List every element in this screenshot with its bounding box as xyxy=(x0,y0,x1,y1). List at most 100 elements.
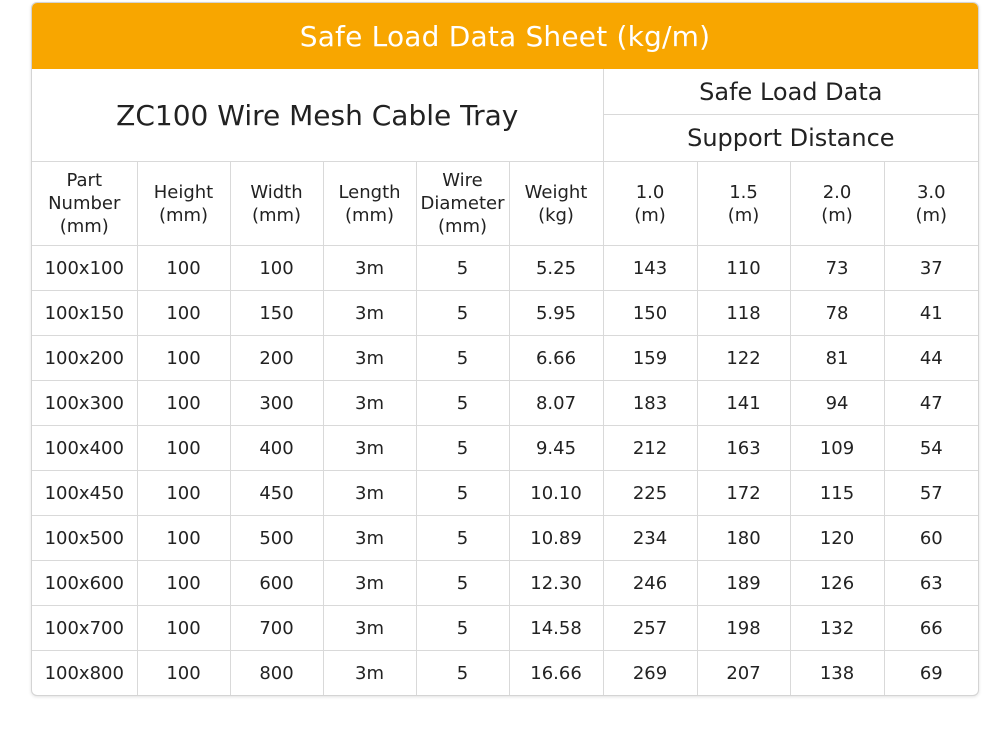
column-header-line: (mm) xyxy=(437,216,488,237)
table-cell-support-2-0: 81 xyxy=(789,335,885,381)
column-header-line: (mm) xyxy=(344,204,395,226)
table-cell-weight: 6.66 xyxy=(508,335,604,381)
table-row: 100x600 100 600 3m 5 12.30 246 189 126 63 xyxy=(32,560,978,606)
table-row: 100x300 100 300 3m 5 8.07 183 141 94 47 xyxy=(32,380,978,426)
table-cell-height: 100 xyxy=(136,515,231,561)
table-cell-support-1-0: 159 xyxy=(602,335,698,381)
table-cell-support-1-5: 118 xyxy=(696,290,791,336)
table-cell-length: 3m xyxy=(322,335,417,381)
table-cell-support-3-0: 41 xyxy=(883,290,978,336)
column-header-line: (mm) xyxy=(59,216,109,237)
table-cell-support-3-0: 37 xyxy=(883,245,978,291)
product-name: ZC100 Wire Mesh Cable Tray xyxy=(32,69,604,162)
table-cell-support-2-0: 78 xyxy=(789,290,885,336)
column-header-line: Diameter xyxy=(420,193,505,214)
table-cell-width: 100 xyxy=(229,245,324,291)
column-header-support-3-0: 3.0 (m) xyxy=(883,161,978,246)
column-header-line: Width xyxy=(250,181,303,203)
table-cell-support-1-5: 189 xyxy=(696,560,791,606)
group-header: Safe Load Data xyxy=(602,69,978,116)
table-cell-support-3-0: 47 xyxy=(883,380,978,426)
table-row: 100x450 100 450 3m 5 10.10 225 172 115 57 xyxy=(32,470,978,516)
table-cell-part-number: 100x600 xyxy=(32,560,138,606)
table-cell-wire-diameter: 5 xyxy=(415,560,510,606)
table-cell-part-number: 100x500 xyxy=(32,515,138,561)
table-cell-support-3-0: 60 xyxy=(883,515,978,561)
column-header-line: Number xyxy=(48,193,121,214)
table-cell-length: 3m xyxy=(322,560,417,606)
table-cell-support-1-0: 225 xyxy=(602,470,698,516)
table-cell-width: 500 xyxy=(229,515,324,561)
table-cell-weight: 9.45 xyxy=(508,425,604,471)
table-cell-length: 3m xyxy=(322,290,417,336)
table-row: 100x500 100 500 3m 5 10.89 234 180 120 60 xyxy=(32,515,978,561)
table-cell-support-1-0: 246 xyxy=(602,560,698,606)
column-header-row: Part Number (mm) Height (mm) Width (mm) Length(… xyxy=(32,161,978,246)
table-cell-part-number: 100x200 xyxy=(32,335,138,381)
table-cell-support-1-0: 257 xyxy=(602,605,698,651)
table-cell-part-number: 100x400 xyxy=(32,425,138,471)
table-cell-wire-diameter: 5 xyxy=(415,245,510,291)
column-header-line: Wire xyxy=(442,170,483,191)
table-cell-support-3-0: 63 xyxy=(883,560,978,606)
table-cell-support-1-5: 110 xyxy=(696,245,791,291)
table-row: 100x400 100 400 3m 5 9.45 212 163 109 54 xyxy=(32,425,978,471)
table-cell-weight: 16.66 xyxy=(508,650,604,695)
table-cell-width: 150 xyxy=(229,290,324,336)
table-cell-part-number: 100x300 xyxy=(32,380,138,426)
table-cell-length: 3m xyxy=(322,470,417,516)
column-header-support-2-0: 2.0 (m) xyxy=(789,161,885,246)
table-cell-support-3-0: 44 xyxy=(883,335,978,381)
column-header-line: 2.0 xyxy=(822,181,852,203)
table-cell-wire-diameter: 5 xyxy=(415,515,510,561)
table-row: 100x700 100 700 3m 5 14.58 257 198 132 66 xyxy=(32,605,978,651)
table-cell-weight: 8.07 xyxy=(508,380,604,426)
table-cell-support-1-5: 172 xyxy=(696,470,791,516)
table-cell-height: 100 xyxy=(136,470,231,516)
column-header-line: (m) xyxy=(634,204,666,226)
table-cell-wire-diameter: 5 xyxy=(415,650,510,695)
column-header-line: 1.5 xyxy=(729,181,758,203)
table-cell-support-3-0: 69 xyxy=(883,650,978,695)
table-cell-width: 700 xyxy=(229,605,324,651)
table-cell-length: 3m xyxy=(322,425,417,471)
table-cell-support-1-0: 212 xyxy=(602,425,698,471)
column-header-line: (m) xyxy=(727,204,760,226)
table-cell-weight: 5.95 xyxy=(508,290,604,336)
table-cell-height: 100 xyxy=(136,245,231,291)
column-header-line: (kg) xyxy=(538,204,574,226)
table-cell-length: 3m xyxy=(322,380,417,426)
table-cell-support-1-0: 234 xyxy=(602,515,698,561)
column-header-line: 1.0 xyxy=(635,181,665,203)
table-row: 100x100 100 100 3m 5 5.25 143 110 73 37 xyxy=(32,245,978,291)
table-cell-weight: 12.30 xyxy=(508,560,604,606)
column-header-line: (m) xyxy=(821,204,853,226)
table-cell-support-2-0: 109 xyxy=(789,425,885,471)
column-header-line: (m) xyxy=(915,204,948,226)
table-body: 100x100 100 100 3m 5 5.25 143 110 73 37 100x150 100… xyxy=(32,245,978,695)
table-cell-width: 300 xyxy=(229,380,324,426)
table-cell-support-2-0: 132 xyxy=(789,605,885,651)
table-cell-support-3-0: 66 xyxy=(883,605,978,651)
column-header-line: Height xyxy=(153,181,214,203)
table-cell-weight: 10.89 xyxy=(508,515,604,561)
table-cell-length: 3m xyxy=(322,605,417,651)
table-cell-width: 200 xyxy=(229,335,324,381)
table-cell-height: 100 xyxy=(136,560,231,606)
table-row: 100x200 100 200 3m 5 6.66 159 122 81 44 xyxy=(32,335,978,381)
table-row: 100x150 100 150 3m 5 5.95 150 118 78 41 xyxy=(32,290,978,336)
table-cell-support-1-0: 150 xyxy=(602,290,698,336)
column-header-line: 3.0 xyxy=(916,181,946,203)
table-cell-support-1-5: 122 xyxy=(696,335,791,381)
table-cell-height: 100 xyxy=(136,380,231,426)
load-data-sheet: Safe Load Data Sheet (kg/m) ZC100 Wire M… xyxy=(31,2,979,696)
table-cell-support-1-0: 269 xyxy=(602,650,698,695)
table-cell-part-number: 100x450 xyxy=(32,470,138,516)
table-cell-support-1-0: 183 xyxy=(602,380,698,426)
table-cell-height: 100 xyxy=(136,290,231,336)
column-header-height: Height (mm) xyxy=(136,161,231,246)
table-cell-weight: 5.25 xyxy=(508,245,604,291)
table-cell-height: 100 xyxy=(136,335,231,381)
table-cell-width: 800 xyxy=(229,650,324,695)
table-cell-wire-diameter: 5 xyxy=(415,470,510,516)
